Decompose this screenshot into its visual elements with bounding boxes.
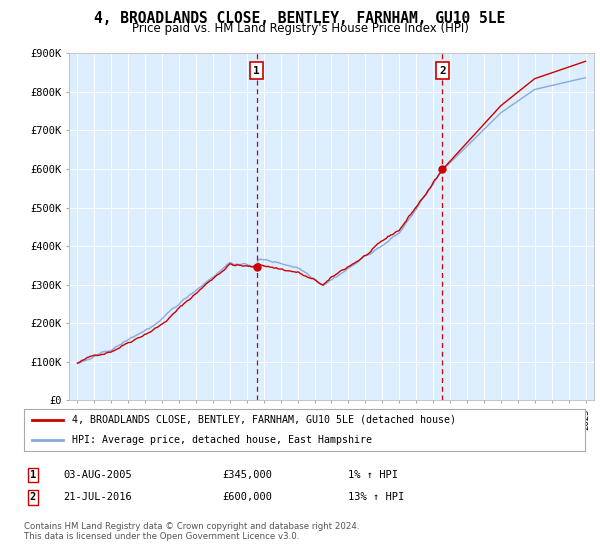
Text: 21-JUL-2016: 21-JUL-2016 (63, 492, 132, 502)
Text: 1% ↑ HPI: 1% ↑ HPI (348, 470, 398, 480)
Text: 4, BROADLANDS CLOSE, BENTLEY, FARNHAM, GU10 5LE (detached house): 4, BROADLANDS CLOSE, BENTLEY, FARNHAM, G… (71, 415, 455, 424)
Text: £345,000: £345,000 (222, 470, 272, 480)
Text: 1: 1 (253, 66, 260, 76)
Text: 4, BROADLANDS CLOSE, BENTLEY, FARNHAM, GU10 5LE: 4, BROADLANDS CLOSE, BENTLEY, FARNHAM, G… (94, 11, 506, 26)
Text: 1: 1 (30, 470, 36, 480)
Text: Contains HM Land Registry data © Crown copyright and database right 2024.
This d: Contains HM Land Registry data © Crown c… (24, 522, 359, 542)
Text: 2: 2 (439, 66, 446, 76)
Text: £600,000: £600,000 (222, 492, 272, 502)
Text: 2: 2 (30, 492, 36, 502)
Text: 13% ↑ HPI: 13% ↑ HPI (348, 492, 404, 502)
Text: Price paid vs. HM Land Registry's House Price Index (HPI): Price paid vs. HM Land Registry's House … (131, 22, 469, 35)
Text: HPI: Average price, detached house, East Hampshire: HPI: Average price, detached house, East… (71, 435, 371, 445)
Text: 03-AUG-2005: 03-AUG-2005 (63, 470, 132, 480)
